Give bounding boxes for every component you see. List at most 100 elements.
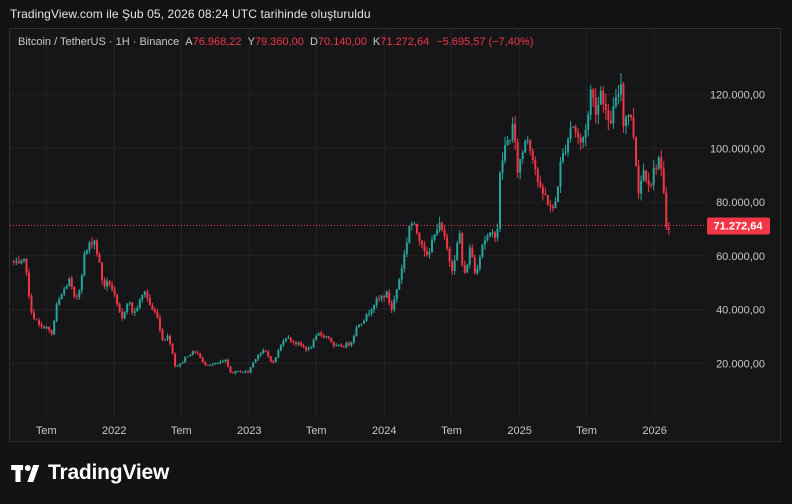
open-label: A [185, 36, 193, 48]
candle-body [342, 346, 345, 348]
candle-body [45, 327, 48, 329]
candle-body [123, 311, 126, 319]
candle-body [448, 248, 451, 262]
candle-body [50, 329, 53, 335]
candlestick-chart[interactable]: 71.272,64 20.000,00 40.000,00 60.000,00 80.… [10, 29, 780, 441]
candle-body [546, 195, 549, 205]
candle-body [237, 370, 240, 372]
candle-body [509, 139, 512, 141]
candle-body [554, 201, 557, 209]
candle-body [632, 117, 635, 138]
candle-body [481, 244, 484, 257]
candle-body [317, 332, 320, 336]
candle-body [594, 97, 597, 115]
candle-body [380, 296, 383, 299]
candle-body [254, 359, 257, 363]
candle-body [466, 264, 469, 273]
candle-body [322, 335, 325, 338]
chart-panel[interactable]: 71.272,64 20.000,00 40.000,00 60.000,00 80.… [9, 28, 781, 442]
candle-body [609, 120, 612, 124]
candle-body [415, 223, 418, 234]
candle-body [398, 279, 401, 290]
last-price-badge [707, 217, 770, 235]
candle-body [355, 327, 358, 337]
candle-body [504, 145, 507, 161]
candle-body [350, 341, 353, 346]
candle-body [607, 110, 610, 121]
candle-body [478, 256, 481, 269]
candle-body [221, 361, 224, 363]
candle-body [269, 356, 272, 362]
candle-body [128, 302, 131, 304]
candle-body [378, 298, 381, 300]
grid-lines [10, 29, 706, 417]
candle-body [80, 275, 83, 291]
candle-body [282, 341, 285, 345]
candle-body [111, 284, 114, 290]
candle-body [423, 244, 426, 251]
candle-body [176, 365, 179, 367]
candle-body [541, 186, 544, 194]
tradingview-brand[interactable]: TradingView [11, 461, 169, 485]
candle-body [118, 304, 121, 312]
candle-body [614, 97, 617, 107]
candle-body [229, 366, 232, 373]
candle-body [619, 83, 622, 95]
tradingview-logo-icon [11, 464, 40, 482]
candle-body [330, 337, 333, 343]
candle-body [637, 165, 640, 194]
candle-body [544, 193, 547, 196]
candle-body [400, 268, 403, 280]
candle-body [138, 299, 141, 309]
candle-body [90, 242, 93, 245]
candle-body [463, 265, 466, 273]
y-tick-label: 100.000,00 [710, 143, 765, 155]
candle-body [332, 342, 335, 346]
candle-body [158, 317, 161, 331]
candle-body [98, 254, 101, 263]
candle-body [617, 94, 620, 98]
candle-body [48, 327, 51, 330]
candle-body [604, 103, 607, 111]
candle-body [561, 153, 564, 162]
candle-body [572, 126, 575, 128]
candle-body [453, 260, 456, 271]
candle-body [337, 344, 340, 346]
candle-body [501, 160, 504, 173]
candle-body [209, 364, 212, 366]
candle-body [521, 152, 524, 159]
overlays: 71.272,64 [10, 217, 770, 235]
symbol-label: Bitcoin / TetherUS · 1H · Binance [18, 36, 180, 48]
candle-body [181, 362, 184, 364]
candle-body [624, 117, 627, 127]
low-value: 70.140,00 [317, 36, 367, 48]
high-label: Y [247, 36, 255, 48]
candle-body [143, 291, 146, 295]
candle-body [405, 242, 408, 254]
candle-body [597, 104, 600, 115]
candle-body [226, 359, 229, 367]
candle-body [393, 299, 396, 310]
candle-body [38, 320, 41, 325]
candle-body [267, 351, 270, 357]
candle-body [259, 353, 262, 356]
candle-body [483, 240, 486, 245]
candle-body [22, 258, 25, 261]
change-value: −5.695,57 (−7,40%) [436, 36, 534, 48]
candle-body [277, 350, 280, 358]
candle-body [85, 250, 88, 254]
y-tick-label: 120.000,00 [710, 90, 765, 102]
candle-body [577, 132, 580, 138]
candle-body [640, 180, 643, 194]
candle-body [650, 184, 653, 186]
candle-body [567, 139, 570, 153]
low-label: D [309, 36, 318, 48]
candle-body [20, 260, 23, 264]
candle-body [292, 341, 295, 343]
candle-body [151, 305, 154, 310]
candle-body [201, 357, 204, 363]
candle-body [284, 338, 287, 342]
candle-body [68, 278, 71, 287]
candle-body [244, 371, 247, 373]
candle-body [287, 337, 290, 339]
